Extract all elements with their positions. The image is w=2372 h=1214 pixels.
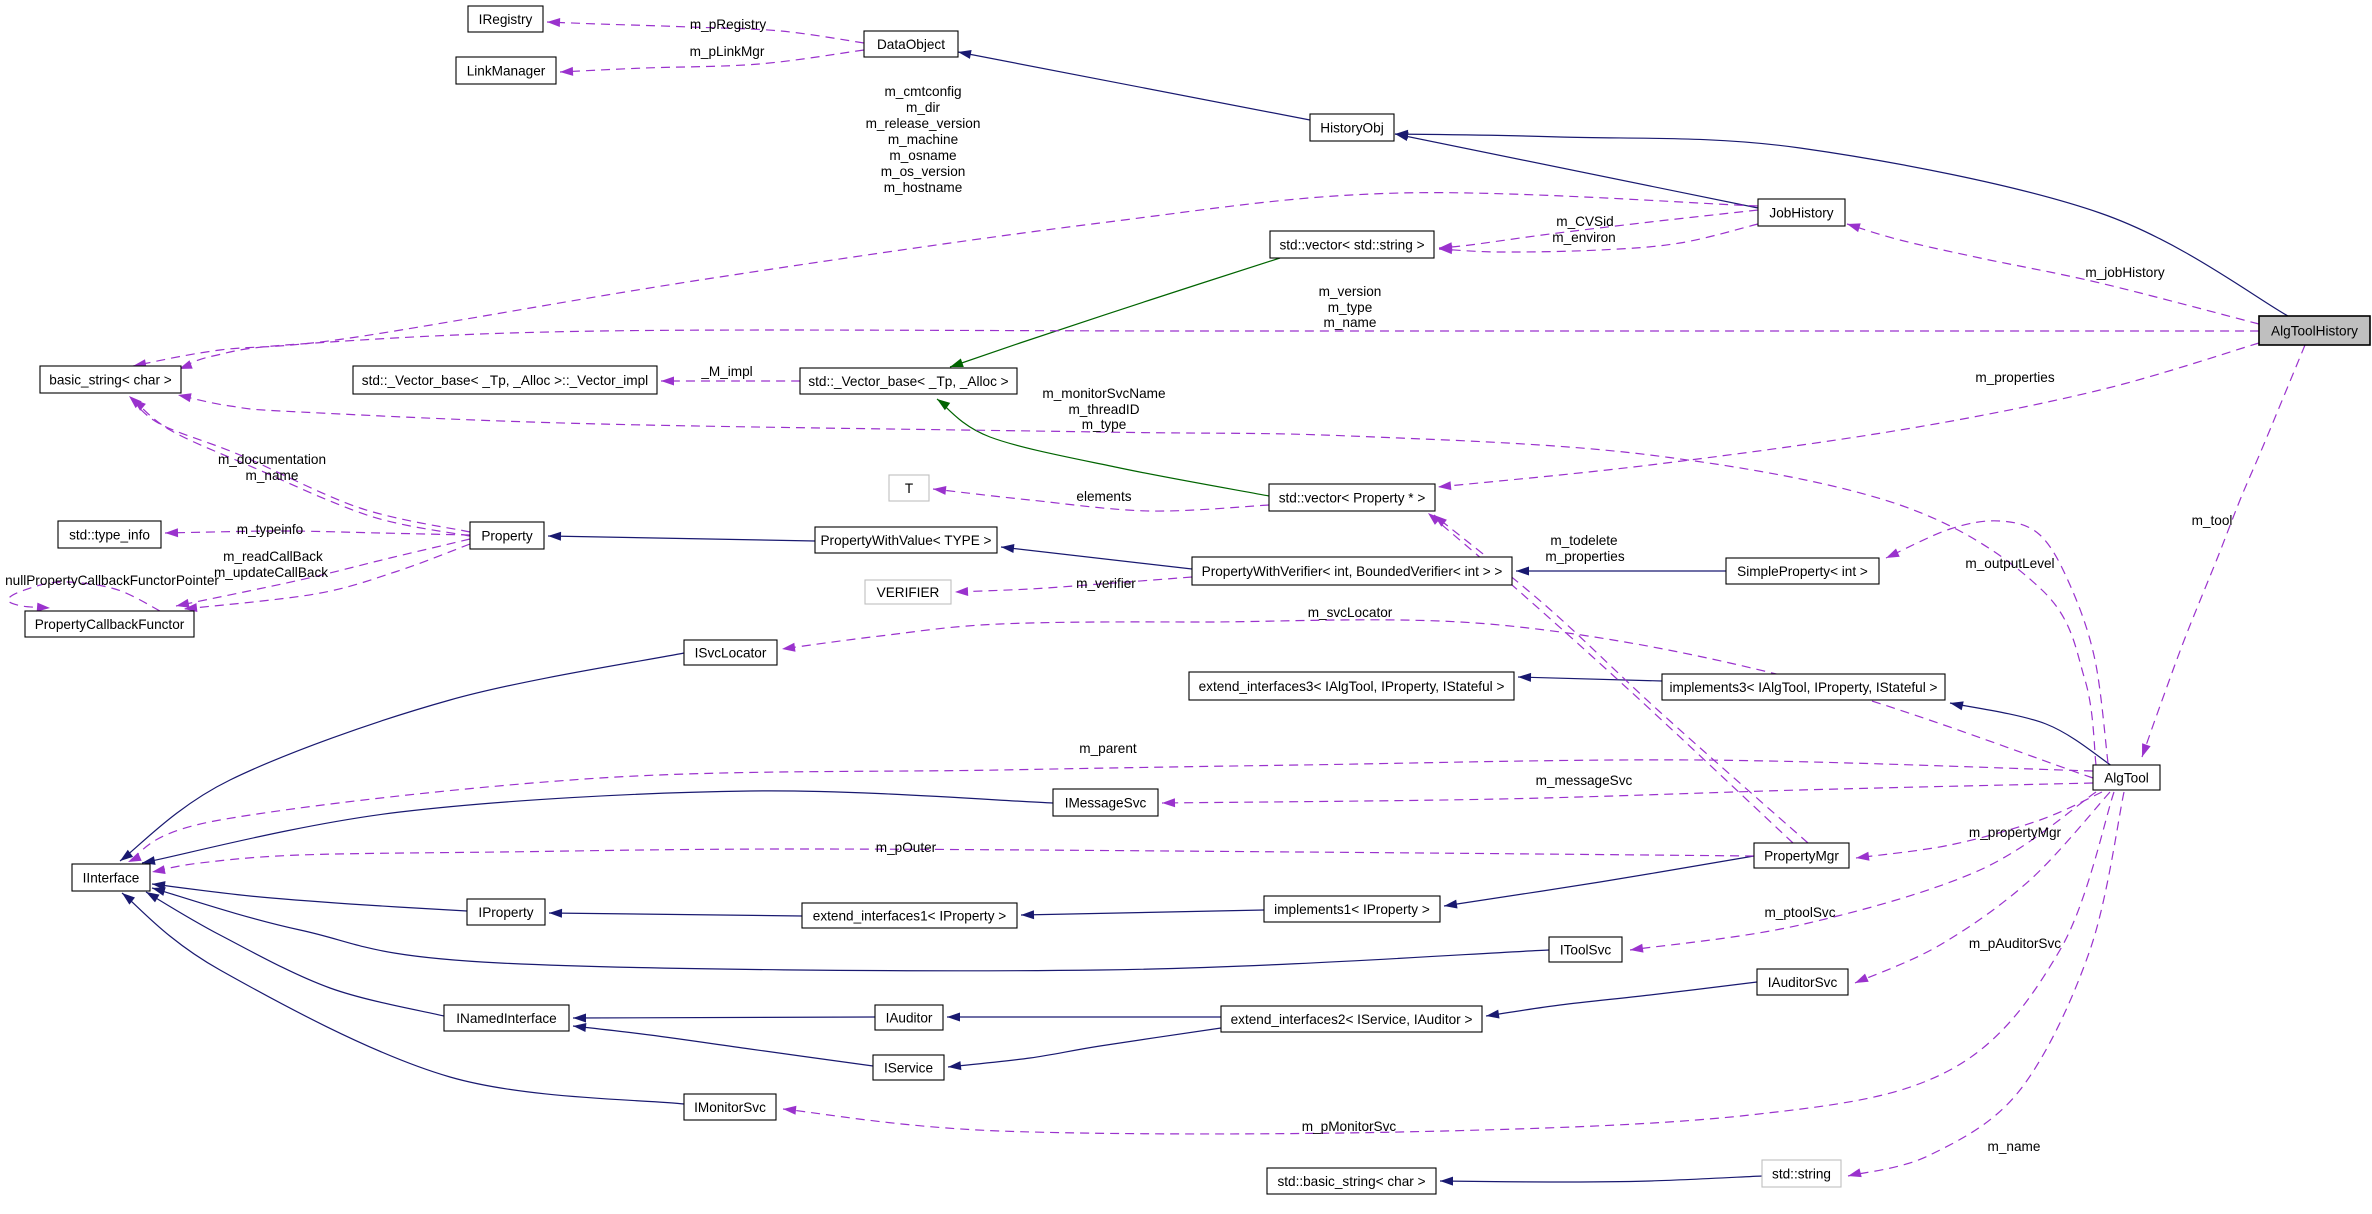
svg-text:VERIFIER: VERIFIER [877,585,940,600]
svg-text:m_name: m_name [246,468,299,483]
svg-text:m_name: m_name [1324,315,1377,330]
svg-text:AlgToolHistory: AlgToolHistory [2271,324,2358,339]
svg-text:IService: IService [884,1061,933,1076]
svg-text:m_cmtconfig: m_cmtconfig [884,84,961,99]
svg-text:m_pMonitorSvc: m_pMonitorSvc [1302,1119,1397,1134]
svg-text:m_machine: m_machine [888,132,958,147]
svg-text:m_os_version: m_os_version [881,164,966,179]
svg-text:extend_interfaces2< IService,: extend_interfaces2< IService, IAuditor > [1231,1012,1473,1027]
svg-text:extend_interfaces1< IProperty: extend_interfaces1< IProperty > [813,909,1007,924]
svg-text:m_release_version: m_release_version [866,116,981,131]
svg-text:m_type: m_type [1328,300,1373,315]
svg-text:m_verifier: m_verifier [1076,576,1136,591]
svg-text:IAuditorSvc: IAuditorSvc [1768,975,1838,990]
svg-text:m_dir: m_dir [906,100,940,115]
svg-text:m_properties: m_properties [1975,370,2055,385]
svg-text:std::vector< Property * >: std::vector< Property * > [1279,491,1426,506]
svg-text:IMonitorSvc: IMonitorSvc [694,1100,766,1115]
svg-text:m_svcLocator: m_svcLocator [1308,605,1393,620]
svg-text:m_documentation: m_documentation [218,452,326,467]
svg-text:m_CVSid: m_CVSid [1556,214,1613,229]
svg-text:m_pRegistry: m_pRegistry [690,17,767,32]
svg-text:m_readCallBack: m_readCallBack [223,549,323,564]
svg-text:m_updateCallBack: m_updateCallBack [214,565,328,580]
svg-text:m_tool: m_tool [2192,513,2233,528]
svg-text:m_typeinfo: m_typeinfo [237,522,304,537]
svg-text:IInterface: IInterface [83,871,140,886]
svg-text:m_pOuter: m_pOuter [876,840,937,855]
svg-text:m_pLinkMgr: m_pLinkMgr [690,44,765,59]
svg-text:IProperty: IProperty [478,905,533,920]
svg-text:m_parent: m_parent [1079,741,1137,756]
svg-text:Property: Property [481,529,533,544]
svg-text:IRegistry: IRegistry [479,12,533,27]
svg-text:PropertyWithVerifier< int, Bou: PropertyWithVerifier< int, BoundedVerifi… [1202,564,1503,579]
svg-text:T: T [905,481,913,496]
svg-text:LinkManager: LinkManager [467,64,546,79]
svg-text:m_pAuditorSvc: m_pAuditorSvc [1969,936,2061,951]
svg-text:implements3< IAlgTool, IProper: implements3< IAlgTool, IProperty, IState… [1670,680,1938,695]
svg-text:_M_impl: _M_impl [700,364,752,379]
svg-text:m_outputLevel: m_outputLevel [1965,556,2054,571]
svg-text:std::string: std::string [1772,1167,1831,1182]
svg-text:basic_string< char >: basic_string< char > [49,373,171,388]
svg-text:m_type: m_type [1082,417,1127,432]
svg-text:std::vector< std::string >: std::vector< std::string > [1279,238,1424,253]
svg-text:m_monitorSvcName: m_monitorSvcName [1042,386,1165,401]
svg-text:elements: elements [1076,489,1131,504]
svg-text:PropertyCallbackFunctor: PropertyCallbackFunctor [35,617,185,632]
svg-text:m_ptoolSvc: m_ptoolSvc [1764,905,1835,920]
svg-text:IToolSvc: IToolSvc [1560,943,1612,958]
svg-text:ISvcLocator: ISvcLocator [695,646,767,661]
svg-text:std::basic_string< char >: std::basic_string< char > [1277,1174,1425,1189]
svg-text:IAuditor: IAuditor [886,1011,933,1026]
svg-text:m_threadID: m_threadID [1068,402,1139,417]
svg-text:m_todelete: m_todelete [1550,533,1617,548]
svg-text:m_jobHistory: m_jobHistory [2085,265,2165,280]
svg-text:std::_Vector_base< _Tp, _Alloc: std::_Vector_base< _Tp, _Alloc >::_Vecto… [362,373,648,388]
svg-text:PropertyWithValue< TYPE >: PropertyWithValue< TYPE > [820,533,991,548]
svg-text:INamedInterface: INamedInterface [456,1011,557,1026]
svg-text:m_messageSvc: m_messageSvc [1536,773,1633,788]
svg-text:std::_Vector_base< _Tp, _Alloc: std::_Vector_base< _Tp, _Alloc > [808,374,1008,389]
svg-text:JobHistory: JobHistory [1769,206,1833,221]
svg-text:m_properties: m_properties [1545,549,1625,564]
svg-text:AlgTool: AlgTool [2104,771,2149,786]
svg-text:IMessageSvc: IMessageSvc [1065,796,1147,811]
svg-text:m_version: m_version [1319,284,1382,299]
svg-text:m_osname: m_osname [889,148,956,163]
svg-text:m_environ: m_environ [1552,230,1615,245]
svg-text:m_propertyMgr: m_propertyMgr [1969,825,2062,840]
svg-text:m_hostname: m_hostname [884,180,963,195]
svg-text:SimpleProperty< int >: SimpleProperty< int > [1737,564,1868,579]
svg-text:m_name: m_name [1988,1139,2041,1154]
svg-text:PropertyMgr: PropertyMgr [1764,849,1839,864]
svg-text:nullPropertyCallbackFunctorPoi: nullPropertyCallbackFunctorPointer [5,573,219,588]
svg-text:std::type_info: std::type_info [69,528,150,543]
svg-text:implements1< IProperty >: implements1< IProperty > [1274,902,1430,917]
svg-text:extend_interfaces3< IAlgTool,: extend_interfaces3< IAlgTool, IProperty,… [1199,679,1505,694]
svg-text:DataObject: DataObject [877,37,945,52]
svg-text:HistoryObj: HistoryObj [1320,121,1383,136]
